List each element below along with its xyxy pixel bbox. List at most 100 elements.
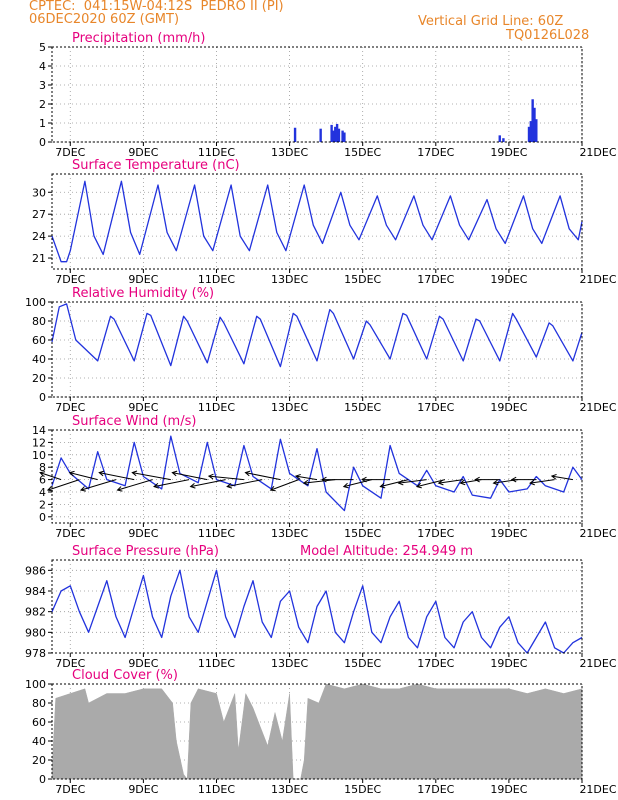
wind-arrow (172, 472, 208, 481)
x-tick-label: 15DEC (344, 401, 381, 414)
y-tick-label: 984 (25, 585, 46, 598)
precip-bar (533, 107, 536, 142)
y-tick-label: 0 (39, 391, 46, 404)
x-tick-label: 11DEC (198, 657, 235, 670)
wind-arrow-head (459, 479, 466, 486)
y-tick-label: 978 (25, 647, 46, 660)
x-tick-label: 9DEC (128, 783, 158, 796)
wind-arrow (460, 479, 482, 484)
wind-arrow (530, 479, 555, 484)
wind-arrow-head (492, 479, 499, 486)
wind-arrow-head (226, 483, 233, 489)
x-tick-label: 9DEC (128, 527, 158, 540)
y-tick-label: 60 (32, 334, 46, 347)
wind-arrow-head (153, 483, 159, 489)
x-tick-label: 15DEC (344, 783, 381, 796)
wind-arrow (190, 479, 226, 488)
panel-rh: 0 20 40 60 80 100 7DEC 9DEC 11DEC 13DEC 15DEC 17DEC… (25, 286, 617, 414)
precip-bar (529, 121, 533, 142)
precip-bar (527, 126, 531, 142)
wind-arrow-head (437, 479, 444, 486)
y-tick-label: 1 (39, 117, 46, 130)
precip-bar (343, 132, 346, 142)
wind-arrow (380, 479, 409, 488)
x-tick-label: 9DEC (128, 273, 158, 286)
y-tick-label: 6 (39, 474, 46, 487)
wind-arrow (153, 479, 190, 488)
precip-bar (330, 124, 333, 142)
wind-arrow (295, 475, 318, 481)
y-tick-label: 2 (39, 98, 46, 111)
wind-arrow-head (550, 473, 557, 480)
precip-bar (502, 138, 505, 142)
x-tick-label: 13DEC (271, 657, 308, 670)
header-grid-note: Vertical Grid Line: 60Z (418, 14, 564, 29)
x-tick-label: 9DEC (128, 146, 158, 159)
wind-arrow-head (379, 482, 386, 489)
panel-title: Surface Temperature (nC) (72, 158, 240, 173)
panel-temp: 21 24 27 30 7DEC 9DEC 11DEC 13DEC 15DEC 17DEC 19DE… (32, 158, 617, 286)
wind-arrow (80, 479, 117, 491)
precip-bar (531, 99, 534, 142)
x-tick-label: 15DEC (344, 527, 381, 540)
y-tick-label: 3 (39, 79, 46, 92)
wind-arrow-head (415, 482, 422, 489)
x-tick-label: 17DEC (417, 146, 454, 159)
wind-arrow-head (79, 486, 86, 492)
wind-arrow (99, 472, 135, 481)
y-tick-label: 100 (25, 678, 46, 691)
y-tick-label: 12 (32, 436, 46, 449)
x-tick-label: 19DEC (490, 273, 527, 286)
wind-arrow-head (302, 479, 309, 486)
wind-arrow-head (529, 479, 535, 486)
x-tick-label: 7DEC (55, 401, 85, 414)
x-tick-label: 7DEC (55, 527, 85, 540)
x-tick-label: 19DEC (490, 146, 527, 159)
x-tick-label: 11DEC (198, 273, 235, 286)
x-tick-label: 13DEC (271, 273, 308, 286)
x-tick-label: 13DEC (271, 146, 308, 159)
precip-bar (293, 127, 297, 142)
x-tick-label: 19DEC (490, 527, 527, 540)
precip-bar (332, 130, 335, 142)
header-station: CPTEC: 041:15W-04:12S PEDRO II (PI) (29, 0, 284, 14)
wind-arrow-head (39, 471, 46, 477)
wind-arrow (39, 472, 62, 481)
x-tick-label: 17DEC (417, 657, 454, 670)
y-tick-label: 21 (32, 252, 46, 265)
x-tick-label: 11DEC (198, 401, 235, 414)
y-tick-label: 14 (32, 424, 46, 437)
panel-frame (51, 173, 583, 270)
wind-arrow (270, 479, 299, 491)
precip-bar (535, 119, 538, 142)
wind-arrow-head (397, 479, 404, 486)
x-tick-label: 21DEC (579, 657, 616, 670)
y-tick-label: 60 (32, 716, 46, 729)
wind-arrow (343, 479, 372, 488)
panel-title: Cloud Cover (%) (72, 668, 178, 683)
wind-arrow-head (98, 470, 105, 477)
x-tick-label: 11DEC (198, 146, 235, 159)
precip-bar (341, 130, 344, 142)
x-tick-label: 11DEC (198, 783, 235, 796)
x-tick-label: 9DEC (128, 401, 158, 414)
x-tick-label: 9DEC (128, 657, 158, 670)
panel-pres: 978 980 982 984 986 7DEC 9DEC 11DEC 13DEC 15DEC 17… (25, 544, 617, 670)
y-tick-label: 20 (32, 754, 46, 767)
x-tick-label: 17DEC (417, 783, 454, 796)
wind-arrow (69, 472, 98, 481)
wind-arrow-head (244, 470, 251, 477)
y-tick-label: 4 (39, 486, 46, 499)
y-tick-label: 0 (39, 773, 46, 786)
panel-frame (51, 429, 583, 524)
y-tick-label: 30 (32, 186, 46, 199)
y-tick-label: 27 (32, 208, 46, 221)
y-tick-label: 8 (39, 461, 46, 474)
x-tick-label: 7DEC (55, 273, 85, 286)
wind-arrow (132, 472, 171, 481)
y-tick-label: 24 (32, 230, 46, 243)
x-tick-label: 15DEC (344, 657, 381, 670)
y-tick-label: 80 (32, 315, 46, 328)
panel-subtitle: Model Altitude: 254.949 m (300, 544, 473, 559)
x-tick-label: 17DEC (417, 273, 454, 286)
